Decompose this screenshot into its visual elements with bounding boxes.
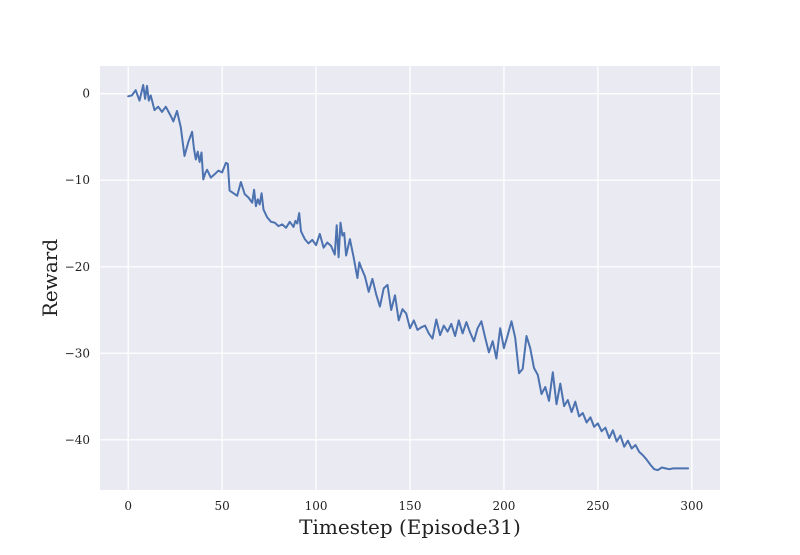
y-tick-label: −40 bbox=[65, 433, 90, 447]
x-axis-tick-labels: 0 50 100 150 200 250 300 bbox=[124, 499, 703, 513]
x-tick-label: 0 bbox=[124, 499, 132, 513]
x-tick-label: 150 bbox=[399, 499, 422, 513]
y-axis-title: Reward bbox=[38, 239, 62, 317]
vertical-gridlines bbox=[127, 66, 693, 490]
y-axis-tick-labels: 0 −10 −20 −30 −40 bbox=[65, 87, 90, 447]
y-tick-label: −30 bbox=[65, 346, 90, 360]
x-tick-label: 200 bbox=[492, 499, 515, 513]
x-tick-label: 300 bbox=[680, 499, 703, 513]
x-tick-label: 250 bbox=[586, 499, 609, 513]
reward-series-line bbox=[127, 84, 690, 472]
y-tick-label: 0 bbox=[82, 87, 90, 101]
x-axis-title: Timestep (Episode31) bbox=[299, 515, 521, 539]
x-tick-label: 100 bbox=[305, 499, 328, 513]
y-tick-label: −10 bbox=[65, 173, 90, 187]
y-tick-label: −20 bbox=[65, 260, 90, 274]
x-tick-label: 50 bbox=[214, 499, 229, 513]
